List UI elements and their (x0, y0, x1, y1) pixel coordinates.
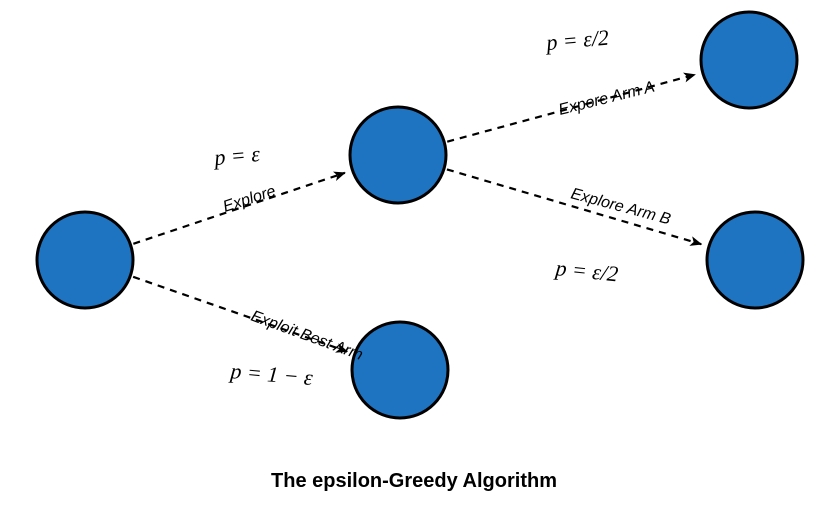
node-armA (701, 12, 797, 108)
node-armB (707, 212, 803, 308)
probability-label: p = ε (211, 141, 261, 170)
labels-group: Explore p = ε Exploit Best Armp = 1 − ε Exp… (211, 25, 672, 391)
node-exploit (352, 322, 448, 418)
edge-label: Explore (221, 183, 278, 216)
probability-label: p = ε/2 (543, 25, 610, 56)
node-explore (350, 107, 446, 203)
node-root (37, 212, 133, 308)
edge-label: Exploit Best Arm (249, 308, 365, 364)
epsilon-greedy-diagram: Explore p = ε Exploit Best Armp = 1 − ε Exp… (0, 0, 828, 518)
edge-label: Expore Arm A (557, 79, 657, 119)
edge-label: Explore Arm B (569, 185, 673, 228)
nodes-group (37, 12, 803, 418)
diagram-title: The epsilon-Greedy Algorithm (0, 470, 828, 493)
edge-explore-armB (447, 169, 701, 244)
probability-label: p = 1 − ε (228, 358, 315, 390)
probability-label: p = ε/2 (552, 255, 619, 287)
